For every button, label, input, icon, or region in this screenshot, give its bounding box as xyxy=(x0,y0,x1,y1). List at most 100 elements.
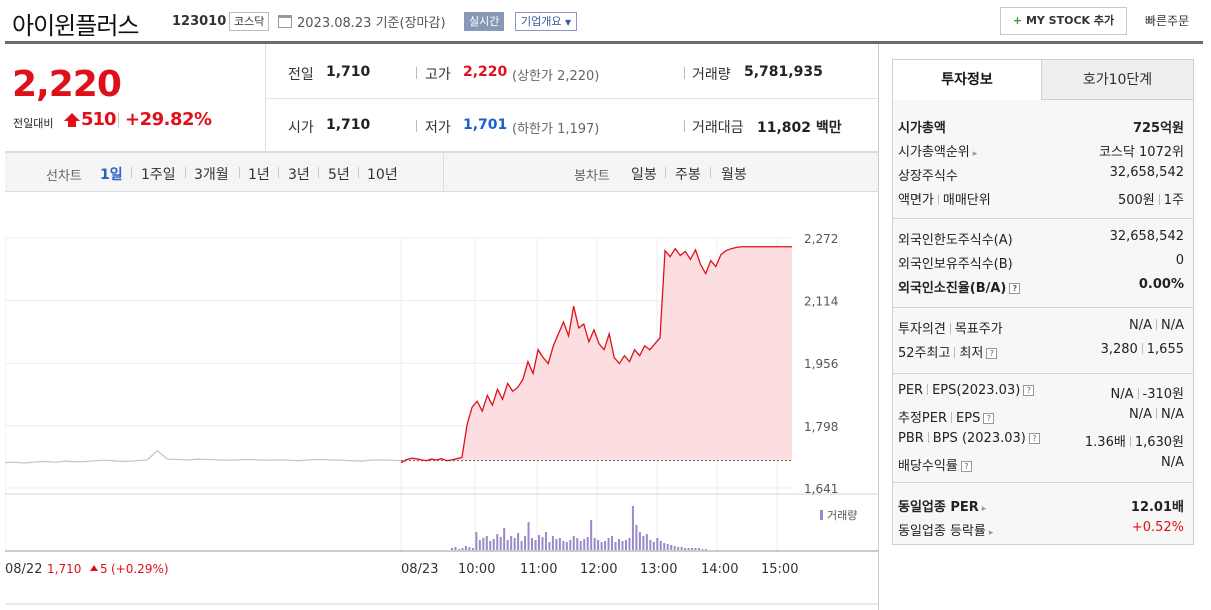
help-icon[interactable]: ? xyxy=(1023,385,1035,396)
info-value-text: +0.52% xyxy=(1131,520,1184,535)
period-separator xyxy=(318,167,319,178)
help-icon[interactable]: ? xyxy=(1009,283,1021,294)
info-value: N/A N/A xyxy=(1129,407,1184,422)
stat-separator xyxy=(684,120,685,132)
volume-bar xyxy=(680,547,683,550)
chart-period-bar xyxy=(5,152,878,192)
change-label: 전일대비 xyxy=(13,117,54,130)
info-label: 외국인한도주식수(A) xyxy=(898,229,1013,248)
amount-label: 거래대금 xyxy=(692,120,744,136)
tab-orderbook-10[interactable]: 호가10단계 xyxy=(1042,60,1193,100)
volume-bar xyxy=(597,540,600,550)
volume-bar xyxy=(621,541,624,550)
my-stock-label: MY STOCK 추가 xyxy=(1025,14,1115,27)
prev-close-value: 1,710 xyxy=(326,64,371,80)
tab-investment-info[interactable]: 투자정보 xyxy=(893,60,1042,100)
info-value-text-2: N/A xyxy=(1161,318,1184,333)
period-1year[interactable]: 1년 xyxy=(248,167,270,183)
info-group-separator xyxy=(893,373,1193,374)
volume-bar xyxy=(569,540,572,550)
info-label-text: 배당수익률 xyxy=(898,459,958,474)
info-label-text: 추정PER xyxy=(898,411,948,426)
period-1day[interactable]: 1일 xyxy=(100,167,123,183)
my-stock-add-button[interactable]: + MY STOCK 추가 xyxy=(1000,7,1127,35)
x-tick-label: 12:00 xyxy=(580,562,617,577)
prev-close-label: 전일 xyxy=(288,67,314,83)
label-separator xyxy=(954,347,956,358)
info-value-text: 725억원 xyxy=(1132,121,1184,136)
info-value-text: 12.01배 xyxy=(1130,500,1184,515)
volume-bar xyxy=(628,538,631,550)
help-icon[interactable]: ? xyxy=(1028,433,1040,444)
period-3month[interactable]: 3개월 xyxy=(194,167,229,183)
up-arrow-icon xyxy=(64,113,80,127)
quick-order-button[interactable]: 빠른주문 xyxy=(1145,14,1190,28)
info-value: 12.01배 xyxy=(1131,496,1184,515)
info-value: 500원 1주 xyxy=(1118,189,1184,208)
period-3year[interactable]: 3년 xyxy=(288,167,310,183)
volume-bar xyxy=(534,540,537,550)
info-label-text: 시가총액 xyxy=(898,121,946,136)
info-value-text: 1.36배 xyxy=(1084,435,1126,450)
help-icon[interactable]: ? xyxy=(960,461,972,472)
volume-bar xyxy=(565,542,568,550)
volume-bar xyxy=(527,522,530,550)
amount-unit: 백만 xyxy=(815,120,842,136)
info-value: 32,658,542 xyxy=(1110,229,1184,244)
period-10year[interactable]: 10년 xyxy=(367,167,398,183)
volume-bar xyxy=(631,506,634,550)
info-label: 액면가 매매단위 xyxy=(898,189,991,208)
volume-bar xyxy=(503,528,506,550)
info-label-text: 동일업종 PER xyxy=(898,500,979,515)
volume-bar xyxy=(544,532,547,550)
volume-bar xyxy=(677,547,680,550)
price-chart[interactable]: 2,272 2,114 1,956 1,798 1,641 거래량 08/22 08/23 10… xyxy=(5,192,878,610)
period-1week[interactable]: 1주일 xyxy=(141,167,176,183)
info-label: 동일업종 등락률 ▸ xyxy=(898,520,993,539)
volume-bar xyxy=(586,537,589,550)
volume-bar xyxy=(611,536,614,550)
prev-day-line xyxy=(5,449,402,464)
info-label-text: 동일업종 등락률 xyxy=(898,524,986,539)
info-value-text: 32,658,542 xyxy=(1109,165,1184,180)
candle-chart-label: 봉차트 xyxy=(574,169,610,184)
volume-bar xyxy=(614,542,617,550)
period-weekly-candle[interactable]: 주봉 xyxy=(675,167,701,183)
info-value-text: 3,280 xyxy=(1100,342,1138,357)
help-icon[interactable]: ? xyxy=(986,348,998,359)
info-value: 코스닥 1072위 xyxy=(1099,141,1184,160)
period-5year[interactable]: 5년 xyxy=(328,167,350,183)
volume-bar xyxy=(482,538,485,550)
info-value-text: N/A xyxy=(1110,387,1134,402)
plus-icon: + xyxy=(1012,14,1023,27)
volume-bar xyxy=(475,532,478,550)
volume-value: 5,781,935 xyxy=(744,64,823,80)
realtime-button[interactable]: 실시간 xyxy=(464,12,505,31)
info-group-separator xyxy=(893,218,1193,219)
lower-limit: (하한가 1,197) xyxy=(512,122,600,137)
info-value-text-2: 1주 xyxy=(1163,193,1184,208)
info-label-text-2: EPS xyxy=(956,411,981,426)
info-label-text-2: 최저 xyxy=(959,346,984,361)
stock-name: 아이윈플러스 xyxy=(12,12,139,40)
company-overview-button[interactable]: 기업개요 ▼ xyxy=(515,12,578,31)
period-separator xyxy=(358,167,359,178)
volume-legend-label: 거래량 xyxy=(827,509,857,522)
help-icon[interactable]: ? xyxy=(983,413,995,424)
y-tick-label: 2,272 xyxy=(804,232,838,246)
volume-bar xyxy=(590,520,593,550)
volume-bar xyxy=(673,546,676,550)
prev-day-change: 5 xyxy=(100,562,108,576)
stats-row-divider xyxy=(265,98,878,99)
company-overview-label: 기업개요 xyxy=(521,15,562,28)
period-daily-candle[interactable]: 일봉 xyxy=(631,167,657,183)
label-separator xyxy=(927,384,929,395)
period-monthly-candle[interactable]: 월봉 xyxy=(721,167,747,183)
info-value-text: N/A xyxy=(1161,455,1184,470)
volume-bar xyxy=(499,537,502,550)
amount-number: 11,802 xyxy=(757,120,812,136)
info-group-separator xyxy=(893,482,1193,483)
volume-bar xyxy=(485,536,488,550)
line-chart-label: 선차트 xyxy=(46,169,82,184)
amount-value: 11,802 백만 xyxy=(757,117,842,137)
